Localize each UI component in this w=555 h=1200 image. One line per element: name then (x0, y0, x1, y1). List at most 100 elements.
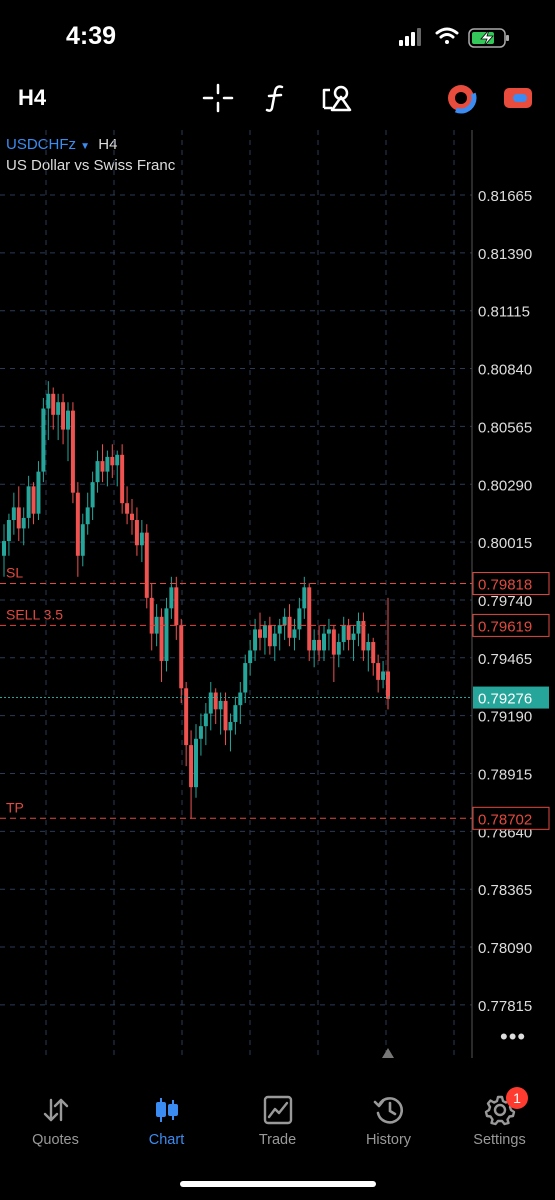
level-label: SL (6, 565, 23, 581)
candle-body (386, 671, 390, 699)
candle-body (189, 745, 194, 788)
candle-body (198, 726, 203, 739)
y-tick-label: 0.78090 (478, 940, 532, 957)
candle-body (36, 471, 41, 514)
candle-body (262, 625, 267, 638)
candle-body (194, 738, 198, 788)
candle-body (361, 620, 366, 651)
candle-body (149, 597, 154, 634)
candle-body (331, 629, 336, 655)
candle-body (90, 482, 95, 508)
tab-trade[interactable]: Trade (222, 1088, 333, 1158)
candle-body (16, 507, 21, 529)
candle-body (179, 625, 184, 689)
tab-history[interactable]: History (333, 1088, 444, 1158)
objects-icon[interactable] (318, 82, 354, 114)
candle-body (21, 517, 26, 529)
candle-body (70, 410, 75, 493)
candle-body (130, 513, 134, 521)
tab-chart[interactable]: Chart (111, 1088, 222, 1158)
candle-body (169, 587, 174, 609)
candle-body (184, 688, 189, 746)
candle-body (66, 410, 70, 430)
candle-body (120, 454, 125, 504)
candlestick-chart-icon (156, 1098, 178, 1122)
candle-body (208, 692, 213, 714)
candle-body (356, 620, 361, 634)
symbol-name[interactable]: USDCHFz (6, 136, 76, 153)
candle-body (238, 692, 243, 706)
candle-body (277, 625, 282, 634)
battery-charging-icon (468, 28, 509, 48)
tab-quotes[interactable]: Quotes (0, 1088, 111, 1158)
candle-body (164, 608, 169, 661)
y-tick-label: 0.79190 (478, 709, 532, 726)
candle-body (144, 532, 149, 598)
chart-timeframe: H4 (98, 136, 118, 153)
candle-body (159, 616, 164, 661)
candle-body (267, 625, 272, 647)
tab-bar: Quotes Chart Trade History (0, 1087, 555, 1200)
more-options-icon[interactable]: ••• (500, 1024, 527, 1049)
candle-body (322, 633, 326, 651)
candle-body (317, 639, 322, 651)
price-chart[interactable]: 0.81665 0.81390 0.81115 0.80840 0.80565 0.802… (0, 130, 555, 1060)
candle-body (228, 721, 233, 731)
quotes-arrows-icon (43, 1098, 69, 1122)
tab-settings[interactable]: 1 Settings (444, 1087, 555, 1158)
candle-body (282, 616, 287, 626)
candle-body (297, 608, 302, 630)
settings-badge: 1 (506, 1087, 528, 1109)
candle-body (326, 629, 331, 634)
candle-body (61, 402, 66, 430)
candle-body (115, 454, 120, 466)
timeframe-button[interactable]: H4 (18, 85, 47, 110)
trade-chart-icon (263, 1095, 293, 1125)
candle-body (6, 520, 11, 542)
y-tick-label: 0.78915 (478, 767, 532, 784)
y-tick-label: 0.80840 (478, 362, 532, 379)
candle-body (56, 402, 61, 415)
candle-body (233, 705, 238, 722)
candle-body (346, 625, 351, 640)
candle-body (134, 520, 139, 546)
chart-shift-marker (382, 1048, 394, 1058)
level-price-box (472, 572, 550, 596)
candle-body (213, 692, 218, 710)
y-tick-label: 0.80565 (478, 419, 532, 436)
level-price-label: 0.78702 (478, 811, 532, 828)
level-label: TP (6, 799, 24, 815)
signal-icon (399, 28, 421, 46)
candle-body (312, 639, 317, 651)
y-tick-label: 0.79465 (478, 651, 532, 668)
symbol-dropdown-icon[interactable]: ▼ (80, 141, 91, 152)
tab-trade-label: Trade (258, 1132, 297, 1148)
candle-body (307, 587, 312, 651)
candle-body (218, 700, 223, 710)
candle-body (75, 492, 80, 556)
crosshair-icon[interactable] (200, 82, 236, 114)
candle-body (287, 616, 292, 638)
candle-body (125, 503, 130, 514)
y-tick-label: 0.78365 (478, 882, 532, 899)
y-tick-label: 0.81665 (478, 188, 532, 205)
candle-body (292, 629, 297, 638)
candle-body (336, 642, 341, 655)
candle-body (371, 642, 376, 664)
candle-body (80, 524, 85, 556)
tab-history-label: History (365, 1132, 412, 1148)
candle-body (272, 633, 277, 647)
candle-body (203, 713, 208, 727)
symbol-description: US Dollar vs Swiss Franc (6, 157, 176, 174)
trade-app-icon[interactable] (443, 82, 479, 114)
chart-symbol-header[interactable]: USDCHFz ▼ H4 (6, 136, 117, 153)
switch-icon[interactable] (500, 82, 536, 114)
candle-body (26, 486, 31, 518)
candle-body (46, 393, 51, 409)
candle-body (100, 461, 105, 472)
candle-body (51, 393, 56, 415)
candle-body (11, 507, 16, 521)
function-icon[interactable] (258, 82, 294, 114)
candle-body (381, 671, 386, 680)
status-bar: 4:39 (0, 0, 555, 75)
